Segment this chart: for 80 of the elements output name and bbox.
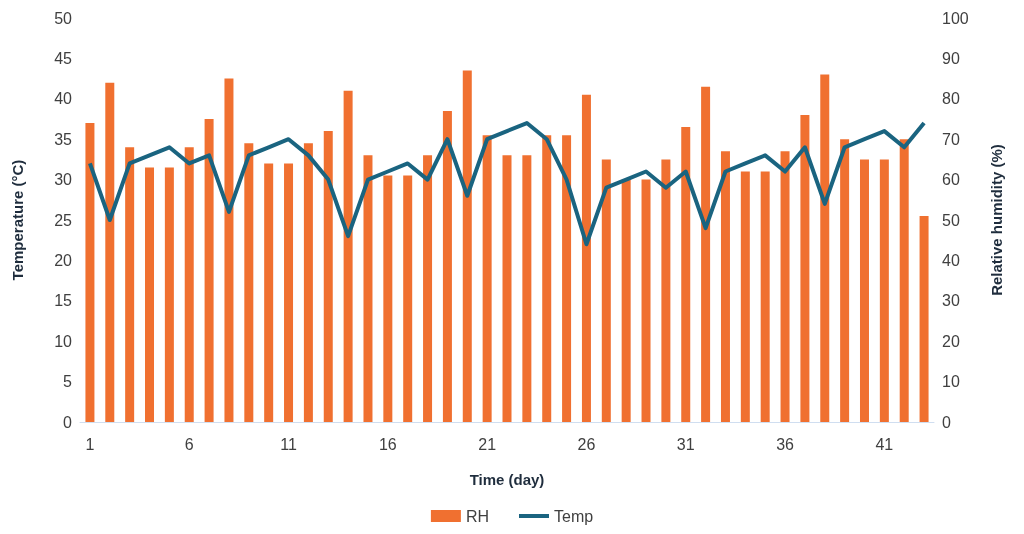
y2-tick-label: 60 xyxy=(942,171,960,189)
bar xyxy=(303,143,313,422)
bar xyxy=(224,78,234,422)
bar xyxy=(641,179,651,422)
x-tick-label: 11 xyxy=(280,435,297,453)
y2-tick-label: 30 xyxy=(942,292,960,310)
y2-tick-label: 70 xyxy=(942,130,960,148)
y-tick-label: 25 xyxy=(54,211,73,229)
y2-tick-label: 40 xyxy=(942,251,960,269)
bar xyxy=(701,86,711,422)
y2-tick-label: 90 xyxy=(942,49,960,67)
bar xyxy=(343,90,353,422)
bar xyxy=(204,119,214,422)
y2-tick-label: 80 xyxy=(942,90,960,108)
y2-axis-title: Relative humidity (%) xyxy=(988,144,1005,296)
y-tick-label: 5 xyxy=(63,373,73,391)
bar xyxy=(462,70,472,422)
bar xyxy=(720,151,730,422)
bar xyxy=(184,147,194,422)
x-tick-label: 21 xyxy=(478,435,497,453)
line-series xyxy=(87,121,927,247)
bar xyxy=(800,114,810,422)
y2-tick-label: 10 xyxy=(942,373,960,391)
bar xyxy=(423,155,433,422)
bar xyxy=(601,159,611,422)
bar xyxy=(542,135,552,422)
y2-tick-label: 20 xyxy=(942,332,960,350)
bar xyxy=(403,175,413,422)
bar xyxy=(581,94,591,422)
bar xyxy=(661,159,671,422)
y-tick-label: 10 xyxy=(54,332,73,350)
y2-tick-label: 0 xyxy=(942,413,951,431)
bar xyxy=(323,131,333,422)
bar xyxy=(522,155,532,422)
bar xyxy=(105,82,115,422)
bar xyxy=(363,155,373,422)
x-tick-label: 16 xyxy=(378,435,397,453)
bar xyxy=(780,151,790,422)
bar xyxy=(859,159,869,422)
bar xyxy=(899,139,909,422)
bar xyxy=(840,139,850,422)
bar xyxy=(879,159,889,422)
bar xyxy=(145,167,155,422)
bar xyxy=(442,110,452,422)
bar xyxy=(383,175,393,422)
bar xyxy=(85,123,95,422)
y-tick-label: 0 xyxy=(63,413,73,431)
bar xyxy=(820,74,830,422)
y-tick-label: 15 xyxy=(54,292,73,310)
x-tick-label: 6 xyxy=(184,435,194,453)
bar xyxy=(681,127,691,422)
y-tick-label: 20 xyxy=(54,251,73,269)
y-tick-label: 30 xyxy=(54,171,73,189)
x-tick-label: 31 xyxy=(676,435,695,453)
y-tick-label: 40 xyxy=(54,90,73,108)
bar xyxy=(244,143,254,422)
bar xyxy=(740,171,750,422)
bar xyxy=(760,171,770,422)
y-tick-label: 35 xyxy=(54,130,73,148)
bar xyxy=(482,135,492,422)
x-tick-label: 36 xyxy=(776,435,795,453)
x-tick-label: 41 xyxy=(875,435,894,453)
bar xyxy=(621,179,631,422)
bar xyxy=(125,147,135,422)
y2-tick-label: 100 xyxy=(942,9,969,27)
bar xyxy=(284,163,294,422)
bar xyxy=(164,167,174,422)
x-tick-label: 1 xyxy=(85,435,95,453)
legend-label: RH xyxy=(465,507,489,525)
y-tick-label: 50 xyxy=(54,9,73,27)
legend-label: Temp xyxy=(553,507,594,525)
y-axis-title: Temperature (°C) xyxy=(9,159,26,281)
x-tick-label: 26 xyxy=(577,435,596,453)
bar xyxy=(264,163,274,422)
bar xyxy=(502,155,512,422)
y2-tick-label: 50 xyxy=(942,211,960,229)
y-tick-label: 45 xyxy=(54,49,73,67)
bar xyxy=(562,135,572,422)
bar xyxy=(919,215,929,422)
x-axis-title: Time (day) xyxy=(469,471,545,488)
